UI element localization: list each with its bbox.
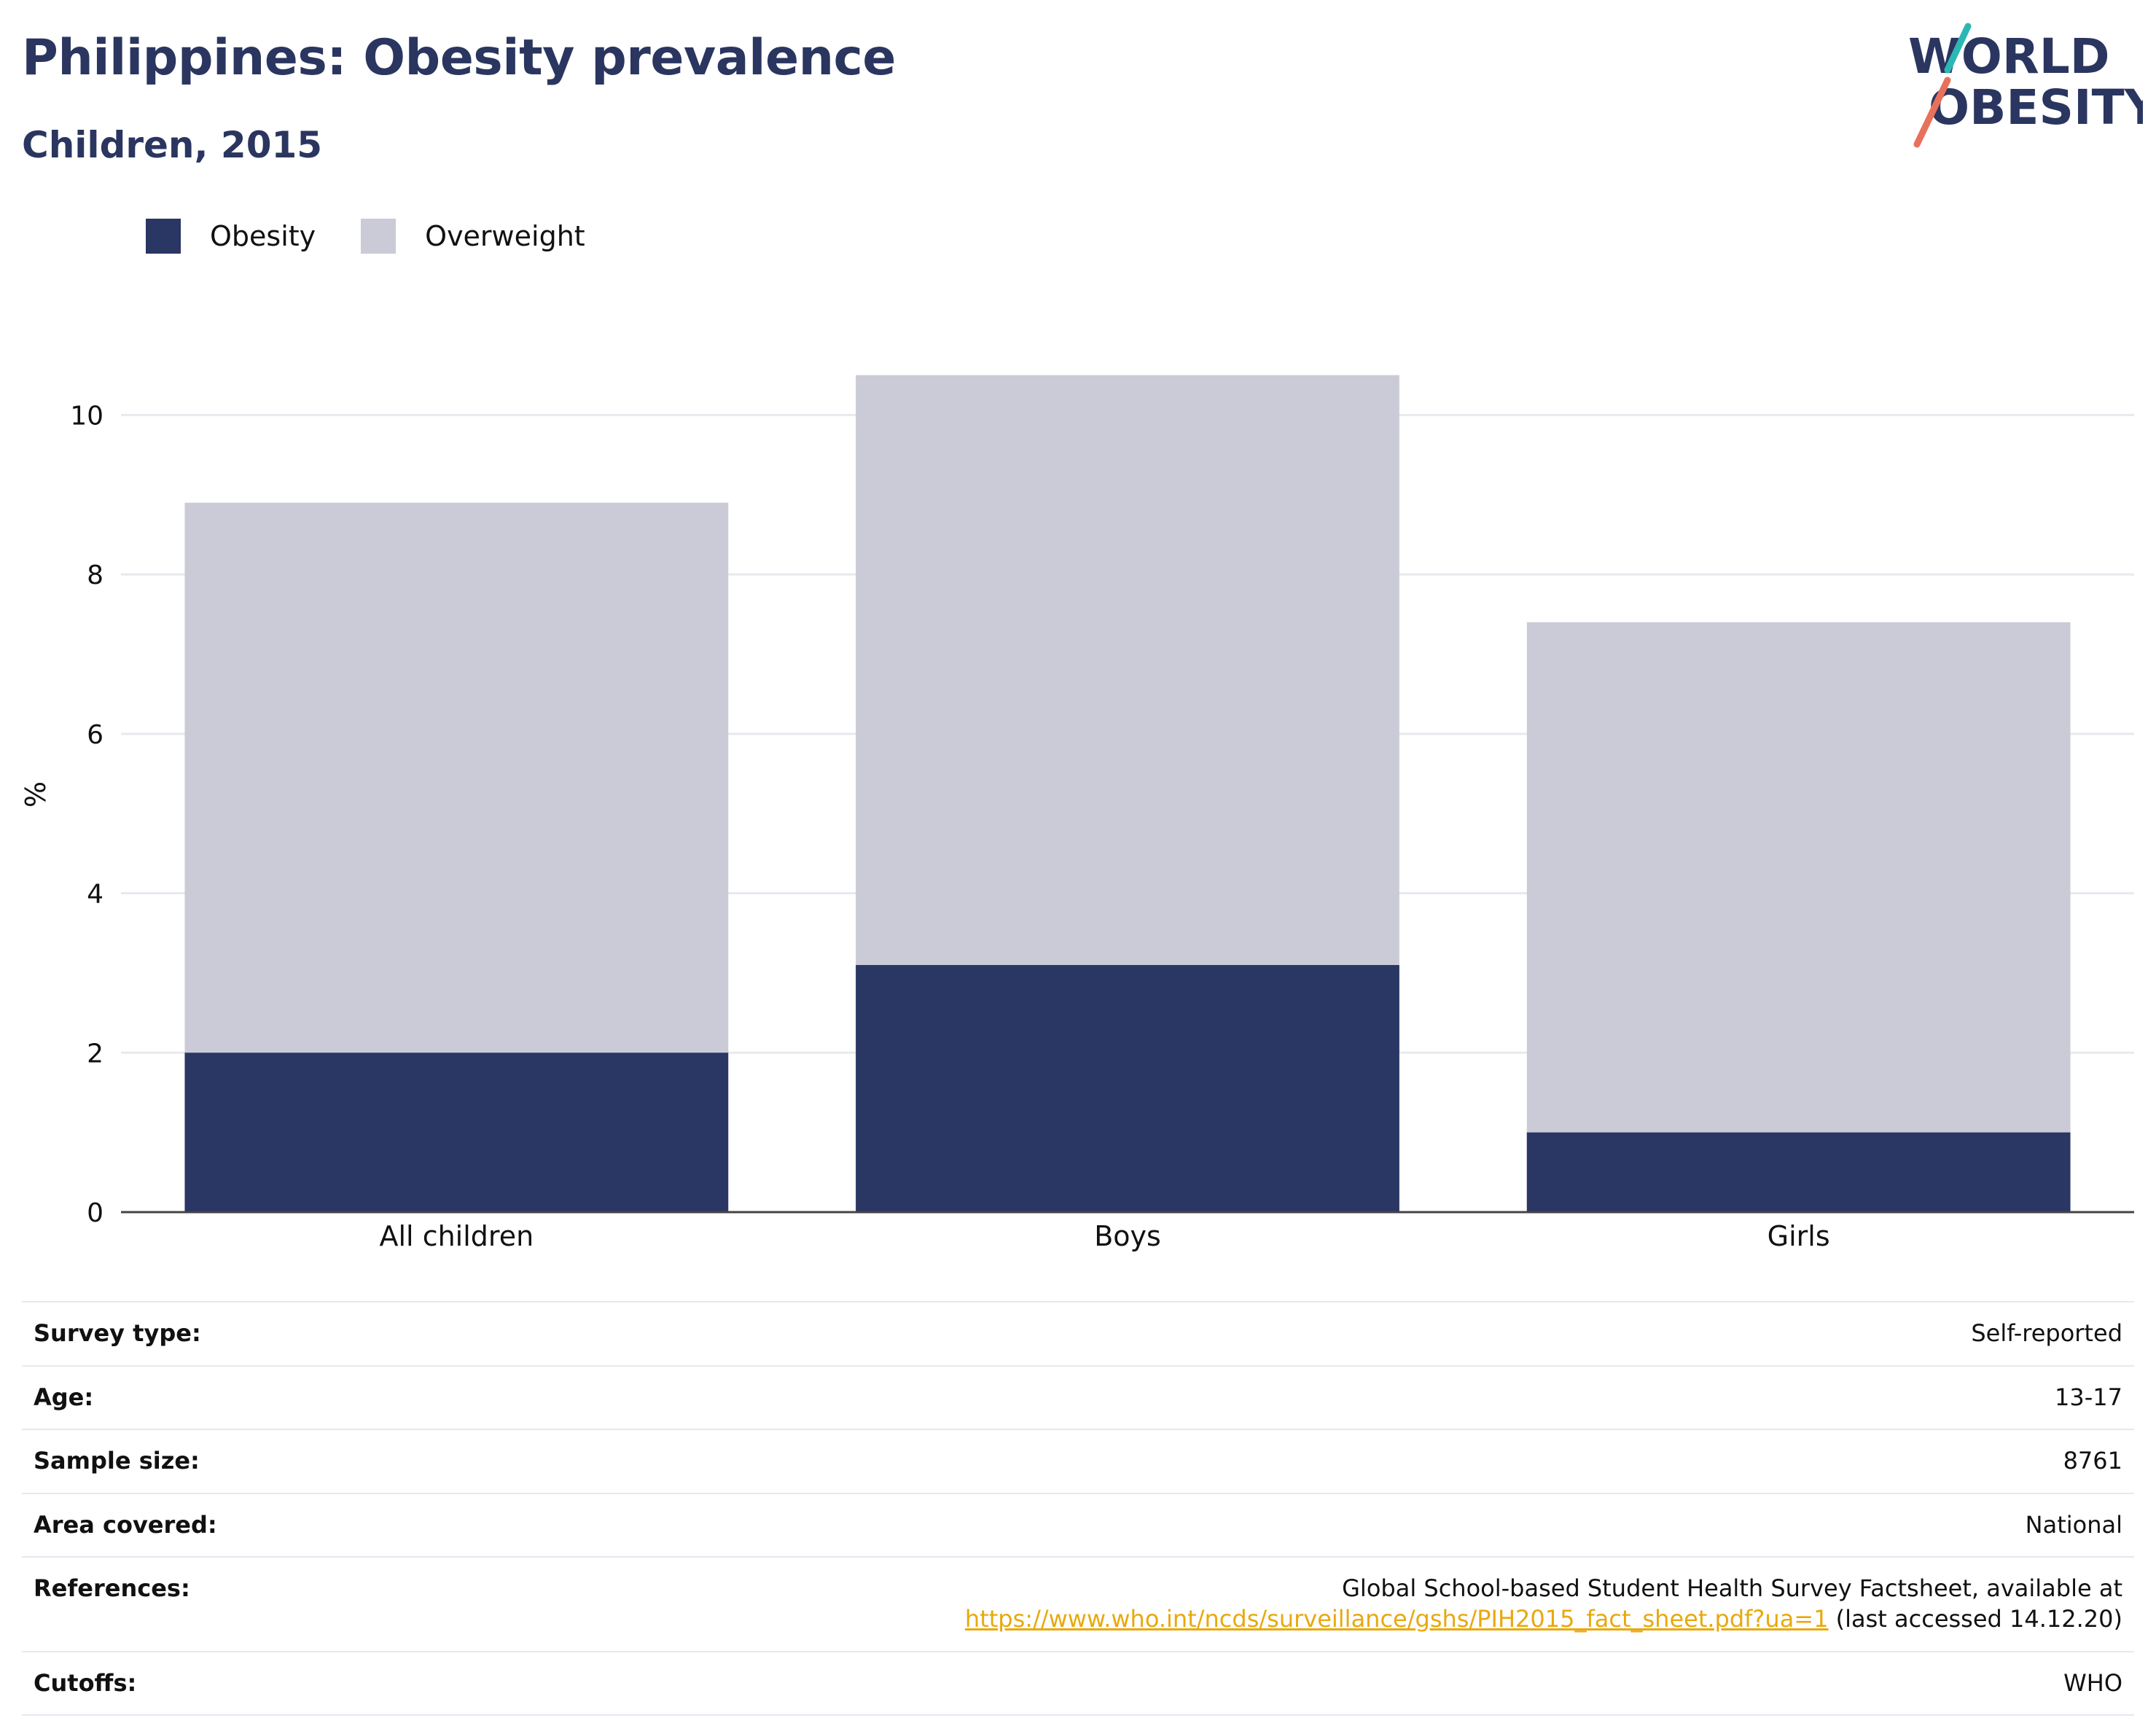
- info-row-survey-type: Survey type: Self-reported: [22, 1302, 2134, 1366]
- survey-type-value: Self-reported: [1971, 1319, 2122, 1347]
- legend-label-obesity: Obesity: [210, 220, 316, 252]
- logo-line2: OBESITY: [1929, 79, 2143, 136]
- x-tick-label-0: All children: [380, 1220, 534, 1252]
- chart-legend: Obesity Overweight: [146, 217, 630, 255]
- legend-swatch-obesity: [146, 219, 181, 254]
- chart-title: Philippines: Obesity prevalence: [22, 29, 896, 87]
- info-row-references: References: Global School-based Student …: [22, 1557, 2134, 1651]
- area-covered-label: Area covered:: [34, 1510, 217, 1539]
- bar-obesity-2: [1526, 1132, 2071, 1212]
- y-tick-label-6: 6: [87, 720, 103, 750]
- references-text: Global School-based Student Health Surve…: [1342, 1574, 2122, 1603]
- survey-info-table: Survey type: Self-reported Age: 13-17 Sa…: [22, 1301, 2134, 1716]
- y-tick-label-0: 0: [87, 1198, 103, 1228]
- cutoffs-label: Cutoffs:: [34, 1668, 137, 1697]
- logo-slash-top: [1944, 23, 1972, 74]
- y-tick-label-8: 8: [87, 561, 103, 590]
- world-obesity-logo: WORLD OBESITY: [1908, 23, 2143, 148]
- y-tick-label-4: 4: [87, 880, 103, 910]
- bar-obesity-0: [184, 1052, 729, 1212]
- info-row-sample-size: Sample size: 8761: [22, 1429, 2134, 1493]
- references-link[interactable]: https://www.who.int/ncds/surveillance/gs…: [964, 1604, 1829, 1633]
- bar-obesity-1: [856, 964, 1399, 1212]
- info-row-age: Age: 13-17: [22, 1365, 2134, 1430]
- sample-size-label: Sample size:: [34, 1447, 200, 1475]
- references-value: Global School-based Student Health Surve…: [337, 1557, 2134, 1651]
- sample-size-value: 8761: [2063, 1447, 2122, 1475]
- y-tick-label-2: 2: [87, 1039, 103, 1069]
- references-label: References:: [34, 1574, 190, 1603]
- legend-label-overweight: Overweight: [425, 220, 585, 252]
- stacked-bar-chart: 0 2 4 6 8 10 All children Boys Girls %: [20, 375, 2134, 1252]
- logo-line1: WORLD: [1908, 28, 2110, 85]
- logo-slash-bottom: [1913, 77, 1951, 148]
- area-covered-value: National: [2025, 1510, 2122, 1539]
- info-row-area-covered: Area covered: National: [22, 1493, 2134, 1558]
- bars: [184, 375, 2071, 1212]
- y-axis-label: %: [20, 781, 52, 808]
- info-row-cutoffs: Cutoffs: WHO: [22, 1651, 2134, 1716]
- cutoffs-value: WHO: [2063, 1668, 2122, 1697]
- x-tick-label-2: Girls: [1768, 1220, 1830, 1252]
- bar-overweight-2: [1526, 622, 2071, 1212]
- references-suffix: (last accessed 14.12.20): [1828, 1604, 2122, 1633]
- legend-item-overweight[interactable]: Overweight: [361, 219, 585, 254]
- y-tick-label-10: 10: [70, 401, 103, 431]
- age-value: 13-17: [2055, 1383, 2122, 1411]
- axes: 0 2 4 6 8 10 All children Boys Girls: [70, 401, 2134, 1252]
- survey-type-label: Survey type:: [34, 1319, 201, 1347]
- legend-swatch-overweight: [361, 219, 397, 254]
- chart-subtitle: Children, 2015: [22, 124, 323, 166]
- legend-item-obesity[interactable]: Obesity: [146, 219, 316, 254]
- x-tick-label-1: Boys: [1094, 1220, 1161, 1252]
- age-label: Age:: [34, 1383, 94, 1411]
